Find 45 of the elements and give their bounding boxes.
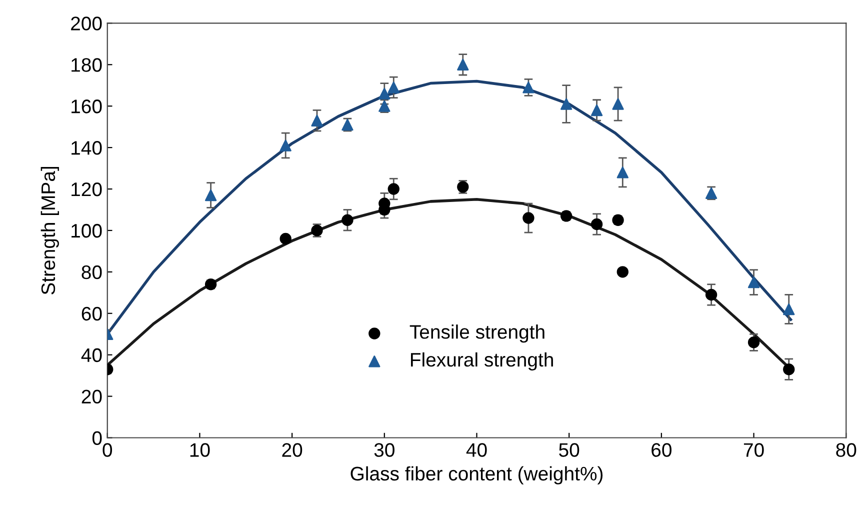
point bbox=[522, 82, 534, 94]
y-tick-label: 80 bbox=[82, 265, 102, 280]
x-tick-label: 80 bbox=[836, 443, 856, 457]
point bbox=[616, 266, 628, 278]
point bbox=[705, 288, 718, 301]
point bbox=[280, 140, 292, 152]
y-tick-label: 200 bbox=[71, 16, 102, 30]
point bbox=[612, 98, 624, 110]
x-tick-label: 70 bbox=[744, 443, 764, 457]
point bbox=[388, 183, 400, 195]
point bbox=[204, 189, 217, 202]
x-tick-label: 0 bbox=[102, 443, 112, 457]
x-axis-title: Glass fiber content (weight%) bbox=[350, 466, 603, 484]
point bbox=[590, 218, 603, 230]
point bbox=[783, 303, 795, 316]
y-tick-label: 160 bbox=[72, 100, 102, 114]
legend-label: Tensile strength bbox=[410, 324, 544, 343]
point bbox=[590, 104, 603, 116]
x-tick-label: 20 bbox=[282, 443, 302, 457]
y-tick-label: 0 bbox=[92, 431, 102, 445]
y-tick-label: 140 bbox=[72, 141, 102, 155]
point bbox=[311, 114, 323, 126]
y-tick-label: 40 bbox=[81, 348, 102, 362]
point bbox=[616, 166, 628, 178]
legend-label: Flexural strength bbox=[410, 352, 553, 370]
y-tick-label: 120 bbox=[72, 182, 102, 196]
y-tick-label: 60 bbox=[82, 306, 102, 321]
point bbox=[748, 276, 760, 288]
x-tick-label: 10 bbox=[190, 443, 210, 457]
point bbox=[457, 58, 469, 70]
x-tick-label: 40 bbox=[466, 443, 487, 457]
x-tick-label: 50 bbox=[559, 443, 580, 457]
point bbox=[280, 232, 292, 245]
y-tick-label: 20 bbox=[82, 390, 102, 404]
point bbox=[748, 336, 760, 348]
point bbox=[522, 212, 534, 224]
y-tick-label: 180 bbox=[72, 58, 102, 72]
point bbox=[342, 214, 354, 226]
x-tick-label: 60 bbox=[652, 443, 672, 457]
point bbox=[783, 364, 795, 376]
y-tick-label: 100 bbox=[72, 224, 102, 238]
point bbox=[388, 82, 400, 94]
x-tick-label: 30 bbox=[374, 443, 394, 457]
point bbox=[560, 98, 572, 110]
y-axis-title: Strength [MPa] bbox=[40, 167, 59, 294]
